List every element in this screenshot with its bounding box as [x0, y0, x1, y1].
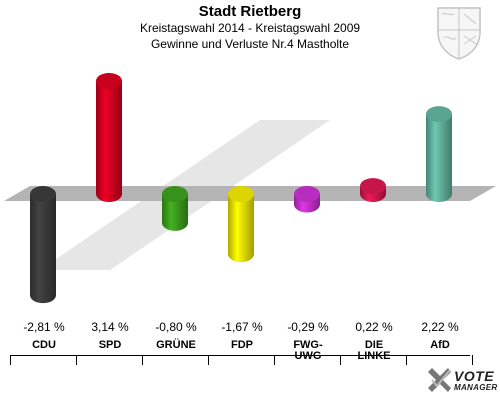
bar-cap [30, 186, 56, 202]
bar-spd [96, 72, 122, 202]
bar-fwg-uwg [294, 186, 320, 213]
category-label: FDP [231, 339, 253, 351]
axis-tick [10, 355, 11, 365]
value-label: -2,81 % [23, 320, 65, 334]
category-label: SPD [98, 339, 122, 351]
category-label: CDU [32, 339, 56, 351]
chart-subtitle-2: Gewinne und Verluste Nr.4 Mastholte [150, 37, 350, 51]
axis-tick [76, 355, 77, 365]
bar-body [96, 80, 122, 202]
chart-title: Stadt Rietberg [198, 3, 302, 20]
axis-tick [406, 355, 407, 365]
bar-cap [294, 186, 320, 202]
axis-tick [274, 355, 275, 365]
axis-tick [208, 355, 209, 365]
axis-tick [472, 355, 473, 365]
axis-tick [340, 355, 341, 365]
value-label: -1,67 % [221, 320, 263, 334]
value-label: -0,29 % [287, 320, 329, 334]
bar-cap [228, 186, 254, 202]
label-area: -2,81 % CDU 3,14 % SPD -0,80 % GRÜNE -1,67 % FD… [0, 318, 500, 378]
value-label: -0,80 % [155, 320, 197, 334]
bar-cdu [30, 186, 56, 304]
category-label: FWG- UWG [293, 339, 323, 362]
logo-text-manager: MANAGER [454, 383, 498, 392]
value-label: 3,14 % [91, 320, 129, 334]
category-label: DIE LINKE [357, 339, 391, 362]
value-label: 0,22 % [355, 320, 393, 334]
bar-body [228, 194, 254, 263]
chart-subtitle: Kreistagswahl 2014 - Kreistagswahl 2009 [139, 21, 361, 35]
value-label: 2,22 % [421, 320, 459, 334]
bar-cap [162, 186, 188, 202]
bar-fdp [228, 186, 254, 263]
vote-manager-logo: VOTE MANAGER [426, 366, 498, 396]
bar-cap [426, 106, 452, 123]
category-label: AfD [430, 339, 450, 351]
bar-die-linke [360, 178, 386, 202]
bar-cap [96, 72, 122, 89]
logo-text-vote: VOTE [454, 368, 495, 384]
bar-grüne [162, 186, 188, 231]
bar-body [162, 194, 188, 231]
bar-cap [360, 178, 386, 195]
bar-body [30, 194, 56, 304]
bar-afd [426, 106, 452, 202]
category-label: GRÜNE [156, 339, 196, 351]
bar-body [426, 114, 452, 202]
checkmark-x-icon [428, 368, 451, 392]
category-axis-line [10, 355, 470, 356]
axis-tick [142, 355, 143, 365]
coat-of-arms-icon [437, 7, 481, 60]
